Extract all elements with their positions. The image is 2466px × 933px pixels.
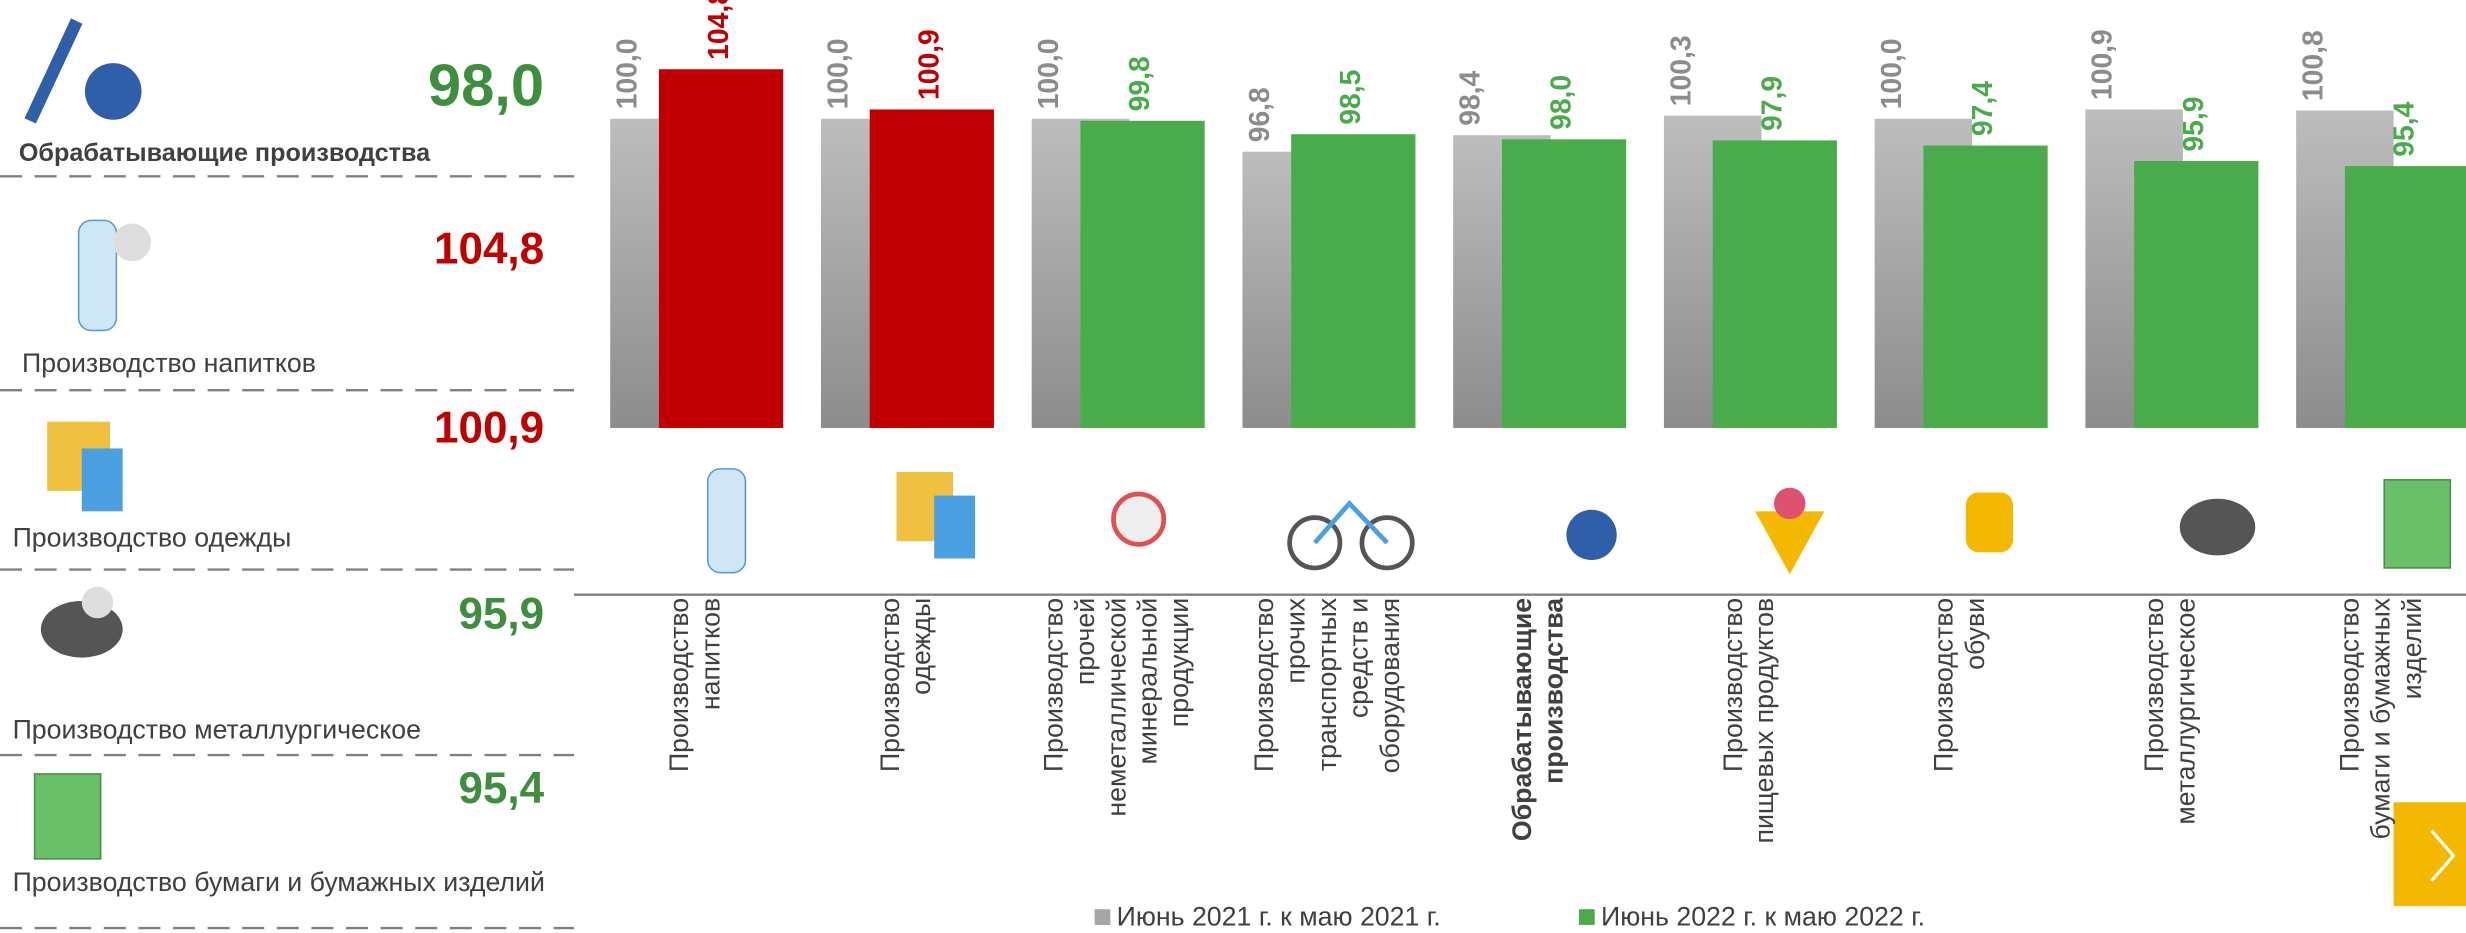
value-label: 100,0 bbox=[1875, 38, 1907, 109]
bar bbox=[869, 109, 994, 428]
x-tick-label: Производство bbox=[1718, 598, 1748, 772]
value-label: 97,9 bbox=[1755, 76, 1787, 131]
x-tick-label: одежды bbox=[906, 598, 936, 695]
bar bbox=[2134, 160, 2259, 428]
x-tick-label: прочих bbox=[1281, 597, 1311, 683]
value-label: 100,9 bbox=[2086, 29, 2118, 100]
value-label: 96,8 bbox=[1243, 87, 1275, 142]
bar bbox=[1080, 120, 1205, 428]
category-icons bbox=[706, 468, 2452, 575]
value-label: 100,8 bbox=[2296, 30, 2328, 101]
value-label: 98,4 bbox=[1454, 70, 1486, 125]
x-tick-label: Производство bbox=[1928, 598, 1958, 772]
bar bbox=[658, 69, 784, 428]
x-tick-label: металлургическое bbox=[2171, 598, 2201, 825]
x-tick-label: оборудования bbox=[1375, 598, 1405, 773]
x-tick-label: средств и bbox=[1343, 598, 1373, 718]
value-label: 99,8 bbox=[1123, 56, 1155, 111]
next-arrow bbox=[2430, 829, 2456, 882]
x-tick-label: транспортных bbox=[1312, 597, 1342, 771]
legend-label: Июнь 2022 г. к маю 2022 г. bbox=[1601, 902, 1925, 932]
summary-value: 104,8 bbox=[434, 224, 544, 273]
value-label: 100,9 bbox=[913, 29, 945, 100]
summary-value: 100,9 bbox=[434, 404, 544, 453]
next-button[interactable] bbox=[2393, 802, 2466, 907]
x-tick-label: бумаги и бумажных bbox=[2366, 597, 2396, 839]
value-label: 100,0 bbox=[821, 38, 853, 109]
x-tick-label: неметаллической bbox=[1101, 598, 1131, 817]
bar bbox=[1712, 140, 1837, 428]
x-tick-label: Производство bbox=[1249, 598, 1279, 772]
value-label: 100,3 bbox=[1664, 35, 1696, 106]
x-tick-label: обуви bbox=[1960, 598, 1990, 670]
legend-swatch bbox=[1094, 909, 1111, 925]
summary-label: Обрабатывающие производства bbox=[19, 139, 431, 167]
x-tick-label: Обрабатывающие bbox=[1507, 598, 1537, 841]
bar bbox=[1291, 134, 1416, 428]
legend-label: Июнь 2021 г. к маю 2021 г. bbox=[1117, 902, 1441, 932]
x-tick-label: прочей bbox=[1070, 598, 1100, 685]
x-tick-label: Производство bbox=[1038, 598, 1068, 772]
summary-label: Производство напитков bbox=[22, 348, 316, 378]
value-label: 98,5 bbox=[1334, 70, 1366, 125]
value-label: 97,4 bbox=[1966, 81, 1998, 136]
x-tick-label: напитков bbox=[695, 598, 725, 710]
summary-value: 98,0 bbox=[428, 52, 544, 119]
value-label: 104,8 bbox=[702, 0, 734, 60]
value-label: 100,0 bbox=[1032, 38, 1064, 109]
summary-value: 95,9 bbox=[458, 589, 544, 638]
x-tick-label: минеральной bbox=[1133, 598, 1163, 765]
summary-label: Производство бумаги и бумажных изделий bbox=[13, 867, 545, 897]
x-tick-label: производства bbox=[1538, 597, 1568, 784]
x-tick-label: продукции bbox=[1164, 598, 1194, 727]
summary-value: 95,4 bbox=[458, 764, 544, 813]
x-tick-label: Производство bbox=[2334, 598, 2364, 772]
value-label: 95,9 bbox=[2177, 96, 2209, 151]
value-label: 100,0 bbox=[611, 38, 643, 109]
summary-label: Производство металлургическое bbox=[13, 715, 421, 745]
x-tick-label: Производство bbox=[664, 598, 694, 772]
x-tick-label: Производство bbox=[2139, 598, 2169, 772]
bar bbox=[1923, 145, 2048, 428]
x-tick-label: Производство bbox=[875, 598, 905, 772]
left-panel-lines bbox=[0, 175, 575, 930]
bar bbox=[1501, 139, 1627, 428]
value-label: 98,0 bbox=[1545, 75, 1577, 130]
bar bbox=[2344, 166, 2466, 428]
summary-label: Производство одежды bbox=[13, 523, 292, 553]
legend-swatch bbox=[1578, 909, 1595, 925]
x-tick-label: изделий bbox=[2397, 598, 2427, 700]
left-icons bbox=[24, 18, 151, 860]
value-label: 95,4 bbox=[2388, 101, 2420, 156]
x-tick-label: пищевых продуктов bbox=[1749, 598, 1779, 844]
